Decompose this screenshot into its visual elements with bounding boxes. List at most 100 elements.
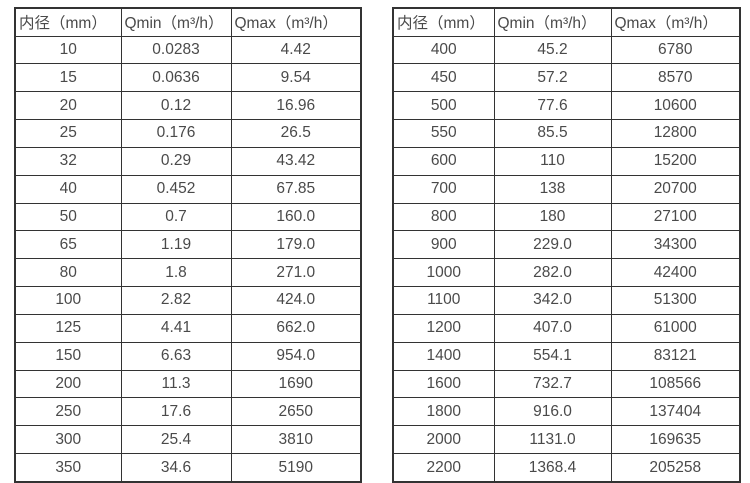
table-cell: 1000 xyxy=(392,258,495,288)
table-cell: 732.7 xyxy=(493,369,612,399)
table-cell: 42400 xyxy=(610,258,741,288)
table-cell: 43.42 xyxy=(230,146,362,176)
table-row: 250 17.6 2650 xyxy=(14,397,362,427)
table-cell: 0.12 xyxy=(120,91,232,121)
table-cell: 1.19 xyxy=(120,230,232,260)
table-cell: 1131.0 xyxy=(493,425,612,455)
table-row: 400 45.2 6780 xyxy=(392,35,741,65)
table-cell: 2.82 xyxy=(120,286,232,315)
table-cell: 12800 xyxy=(610,119,741,148)
table-cell: 0.176 xyxy=(120,119,232,148)
table-row: 1400 554.1 83121 xyxy=(392,341,741,371)
table-row: 50 0.7 160.0 xyxy=(14,202,362,232)
table-cell: 15200 xyxy=(610,146,741,176)
table-cell: 11.3 xyxy=(120,369,232,399)
table-cell: 10600 xyxy=(610,91,741,121)
table-cell: 0.0636 xyxy=(120,63,232,93)
table-cell: 32 xyxy=(14,146,122,176)
table-row: 20 0.12 16.96 xyxy=(14,91,362,121)
table-cell: 10 xyxy=(14,35,122,65)
table-cell: 400 xyxy=(392,35,495,65)
table-cell: 1200 xyxy=(392,313,495,343)
table-cell: 20 xyxy=(14,91,122,121)
table-row: 1200 407.0 61000 xyxy=(392,313,741,343)
table-cell: 65 xyxy=(14,230,122,260)
table-cell: 40 xyxy=(14,174,122,204)
table-row: 32 0.29 43.42 xyxy=(14,146,362,176)
table-cell: 424.0 xyxy=(230,286,362,315)
table-cell: 20700 xyxy=(610,174,741,204)
header-row: 内径（mm） Qmin（m³/h） Qmax（m³/h） xyxy=(14,7,362,37)
table-cell: 85.5 xyxy=(493,119,612,148)
table-cell: 2650 xyxy=(230,397,362,427)
table-row: 1600 732.7 108566 xyxy=(392,369,741,399)
table-cell: 169635 xyxy=(610,425,741,455)
table-cell: 900 xyxy=(392,230,495,260)
table-cell: 916.0 xyxy=(493,397,612,427)
table-cell: 83121 xyxy=(610,341,741,371)
table-row: 700 138 20700 xyxy=(392,174,741,204)
table-cell: 4.42 xyxy=(230,35,362,65)
table-cell: 100 xyxy=(14,286,122,315)
table-body-right: 400 45.2 6780 450 57.2 8570 500 77.6 10600 550 85.… xyxy=(392,35,741,483)
header-inner-diameter: 内径（mm） xyxy=(392,7,495,37)
table-cell: 45.2 xyxy=(493,35,612,65)
table-cell: 179.0 xyxy=(230,230,362,260)
table-cell: 1400 xyxy=(392,341,495,371)
table-row: 10 0.0283 4.42 xyxy=(14,35,362,65)
table-cell: 1.8 xyxy=(120,258,232,288)
table-cell: 450 xyxy=(392,63,495,93)
table-cell: 6780 xyxy=(610,35,741,65)
table-body-left: 10 0.0283 4.42 15 0.0636 9.54 20 0.12 16.96 25 0.1… xyxy=(14,35,362,483)
table-cell: 200 xyxy=(14,369,122,399)
table-cell: 0.29 xyxy=(120,146,232,176)
table-cell: 1690 xyxy=(230,369,362,399)
table-row: 65 1.19 179.0 xyxy=(14,230,362,260)
table-row: 40 0.452 67.85 xyxy=(14,174,362,204)
table-row: 600 110 15200 xyxy=(392,146,741,176)
table-row: 200 11.3 1690 xyxy=(14,369,362,399)
table-cell: 350 xyxy=(14,453,122,483)
table-cell: 800 xyxy=(392,202,495,232)
table-row: 450 57.2 8570 xyxy=(392,63,741,93)
table-cell: 554.1 xyxy=(493,341,612,371)
table-cell: 77.6 xyxy=(493,91,612,121)
table-cell: 25 xyxy=(14,119,122,148)
table-row: 350 34.6 5190 xyxy=(14,453,362,483)
table-cell: 110 xyxy=(493,146,612,176)
table-cell: 1800 xyxy=(392,397,495,427)
table-cell: 300 xyxy=(14,425,122,455)
table-cell: 26.5 xyxy=(230,119,362,148)
table-cell: 80 xyxy=(14,258,122,288)
table-cell: 3810 xyxy=(230,425,362,455)
table-cell: 108566 xyxy=(610,369,741,399)
table-cell: 229.0 xyxy=(493,230,612,260)
table-cell: 1100 xyxy=(392,286,495,315)
table-cell: 16.96 xyxy=(230,91,362,121)
table-row: 125 4.41 662.0 xyxy=(14,313,362,343)
header-qmax: Qmax（m³/h） xyxy=(230,7,362,37)
flow-range-table-left: 内径（mm） Qmin（m³/h） Qmax（m³/h） 10 0.0283 4.4… xyxy=(14,7,362,483)
table-cell: 180 xyxy=(493,202,612,232)
table-cell: 160.0 xyxy=(230,202,362,232)
header-qmin: Qmin（m³/h） xyxy=(120,7,232,37)
table-cell: 0.7 xyxy=(120,202,232,232)
table-cell: 250 xyxy=(14,397,122,427)
table-cell: 8570 xyxy=(610,63,741,93)
table-cell: 700 xyxy=(392,174,495,204)
table-row: 500 77.6 10600 xyxy=(392,91,741,121)
table-cell: 407.0 xyxy=(493,313,612,343)
table-cell: 150 xyxy=(14,341,122,371)
table-row: 1100 342.0 51300 xyxy=(392,286,741,315)
table-row: 300 25.4 3810 xyxy=(14,425,362,455)
table-cell: 51300 xyxy=(610,286,741,315)
table-cell: 0.0283 xyxy=(120,35,232,65)
table-row: 80 1.8 271.0 xyxy=(14,258,362,288)
table-row: 100 2.82 424.0 xyxy=(14,286,362,315)
table-cell: 205258 xyxy=(610,453,741,483)
table-cell: 550 xyxy=(392,119,495,148)
table-cell: 662.0 xyxy=(230,313,362,343)
table-cell: 27100 xyxy=(610,202,741,232)
table-cell: 138 xyxy=(493,174,612,204)
